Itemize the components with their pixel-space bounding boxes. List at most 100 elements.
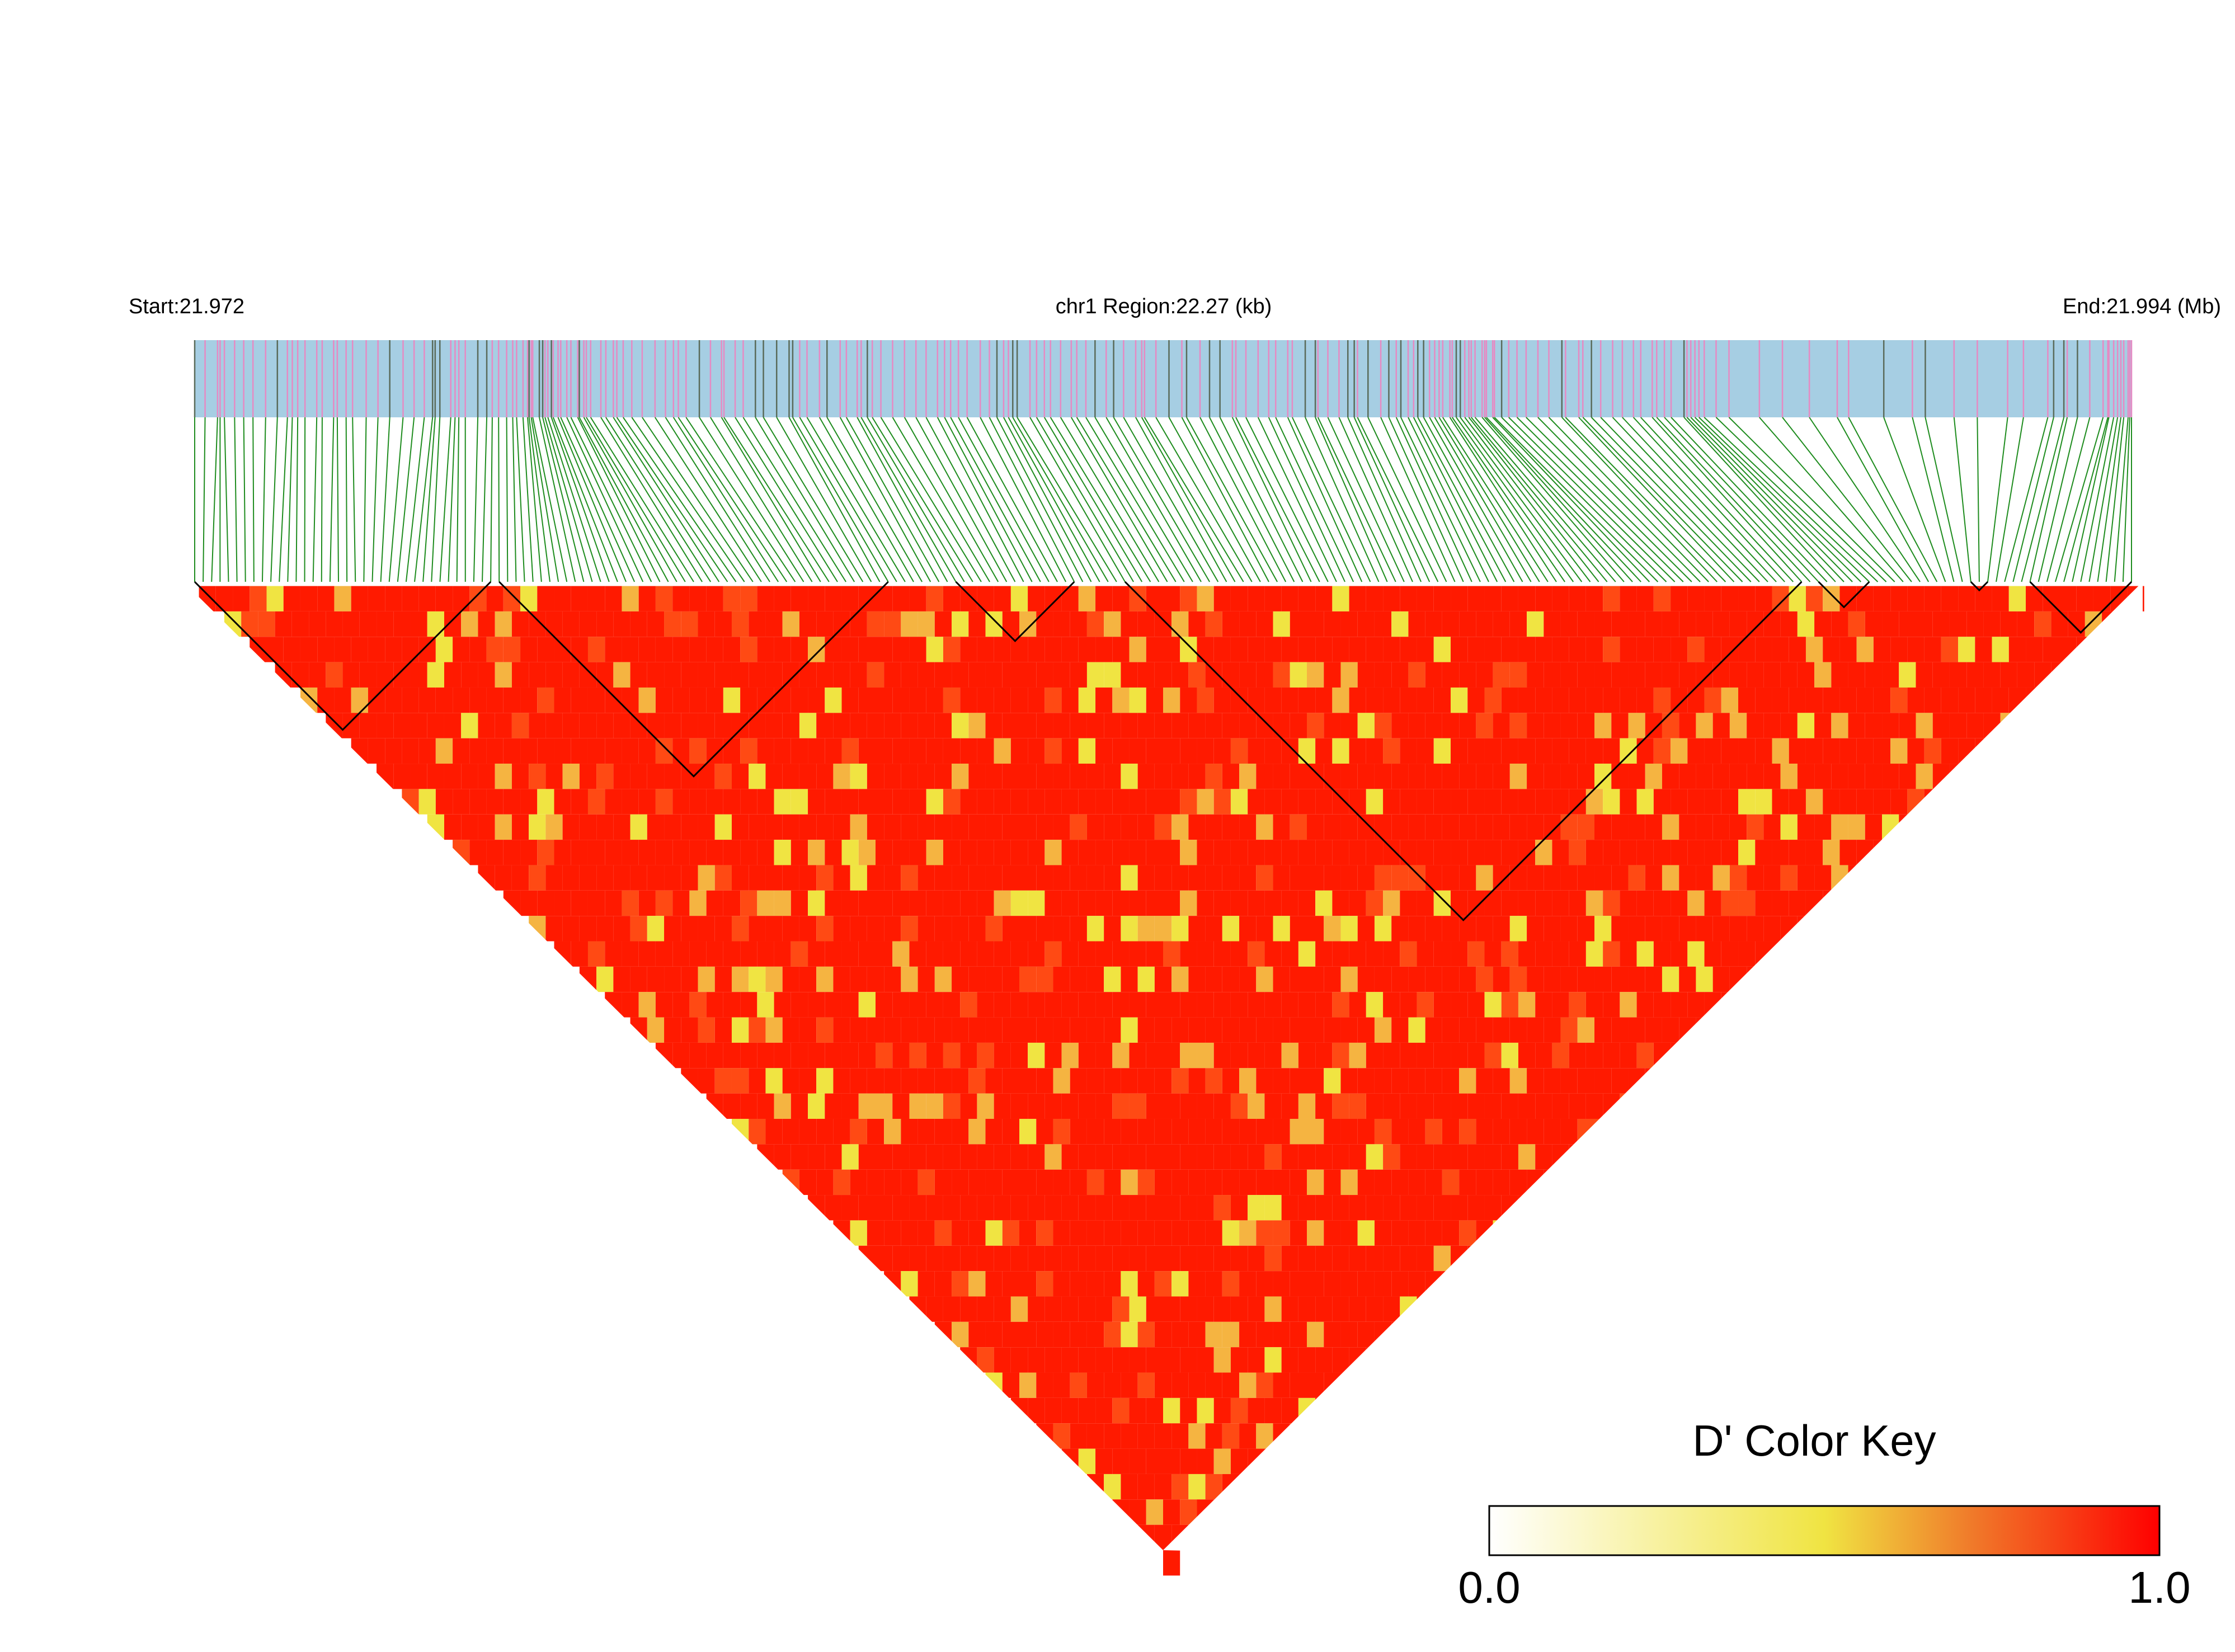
ld-cell [858,637,876,662]
snp-connector [1651,417,1803,582]
ld-cell [977,789,994,815]
ld-cell [503,586,521,611]
ld-cell [1180,1144,1197,1170]
ld-cell [1044,738,1062,764]
ld-cell [1137,1068,1155,1094]
ld-cell [1408,713,1425,738]
snp-connector [799,417,897,582]
ld-cell [1374,814,1392,840]
ld-cell [1171,1372,1189,1398]
ld-cell [418,687,436,713]
ld-cell [867,1169,884,1196]
ld-cell [1298,637,1316,662]
ld-cell [1442,814,1460,840]
ld-cell [393,611,411,637]
ld-cell [740,1042,757,1069]
ld-cell [1340,1220,1358,1246]
ld-cell [1078,789,1096,815]
ld-cell [1273,1068,1290,1094]
ld-cell [1992,586,2009,611]
ld-cell [1104,1118,1121,1145]
ld-cell [1171,611,1189,637]
ld-cell [1535,687,1552,713]
ld-cell [1078,1144,1096,1170]
ld-cell [960,1093,977,1119]
ld-cell [1298,738,1316,764]
ld-cell [985,1118,1003,1145]
ld-cell [410,713,427,738]
ld-cell [1484,992,1502,1018]
ld-cell [985,865,1003,891]
ld-cell [1383,1296,1400,1322]
ld-cell [1213,738,1231,764]
ld-cell [1281,1042,1298,1069]
ld-cell [1451,1093,1468,1119]
snp-connector [552,417,618,582]
ld-cell [1679,662,1696,688]
ld-cell [1391,1017,1409,1043]
snp-connector [996,417,1084,582]
ld-cell [1154,1068,1172,1094]
ld-cell [1239,611,1257,637]
ld-cell [1349,992,1366,1018]
ld-cell [706,890,723,916]
ld-cell [1230,1347,1248,1373]
ld-cell [1687,687,1705,713]
ld-cell [808,687,825,713]
ld-cell [1374,916,1392,942]
ld-cell [791,637,808,662]
ld-cell [994,586,1011,611]
ld-cell [1213,890,1231,916]
ld-cell [1628,611,1645,637]
ld-cell [714,662,732,688]
ld-cell [1349,738,1366,764]
ld-cell [1552,992,1569,1018]
ld-cell [1104,1271,1121,1297]
ld-cell [1873,789,1891,815]
ld-cell [1053,713,1070,738]
ld-cell [884,764,901,789]
ld-cell [1010,992,1028,1018]
ld-cell [774,992,791,1018]
ld-cell [1324,1271,1341,1297]
ld-cell [1797,611,1815,637]
ld-cell [960,1144,977,1170]
ld-cell [926,789,943,815]
ld-cell [1442,1017,1460,1043]
ld-cell [1264,1042,1282,1069]
ld-cell [875,637,893,662]
ld-cell [1028,1397,1045,1424]
ld-cell [791,1042,808,1069]
ld-cell [342,611,360,637]
ld-cell [1425,713,1442,738]
ld-cell [545,814,563,840]
ld-cell [960,586,977,611]
ld-cell [664,764,681,789]
ld-cell [1146,687,1163,713]
ld-cell [1544,611,1561,637]
ld-cell [435,738,453,764]
ld-cell [1729,764,1747,789]
snp-connector [1632,417,1785,582]
ld-cell [1129,1296,1146,1322]
ld-cell [1188,1321,1206,1348]
ld-cell [1324,1321,1341,1348]
ld-cell [1653,637,1671,662]
ld-cell [875,1093,893,1119]
ld-cell [1036,1017,1053,1043]
ld-cell [1230,1042,1248,1069]
ld-cell [1070,1169,1087,1196]
ld-cell [816,966,834,992]
ld-cell [1738,840,1756,865]
ld-cell [1374,764,1392,789]
snp-connector [677,417,788,582]
ld-cell [1679,966,1696,992]
ld-cell [1636,992,1654,1018]
snp-connector [1686,417,1845,582]
ld-cell [1679,611,1696,637]
ld-cell [1264,1195,1282,1221]
ld-cell [596,611,614,637]
ld-cell [1493,865,1510,891]
ld-cell [1197,1347,1214,1373]
ld-cell [1019,1118,1037,1145]
